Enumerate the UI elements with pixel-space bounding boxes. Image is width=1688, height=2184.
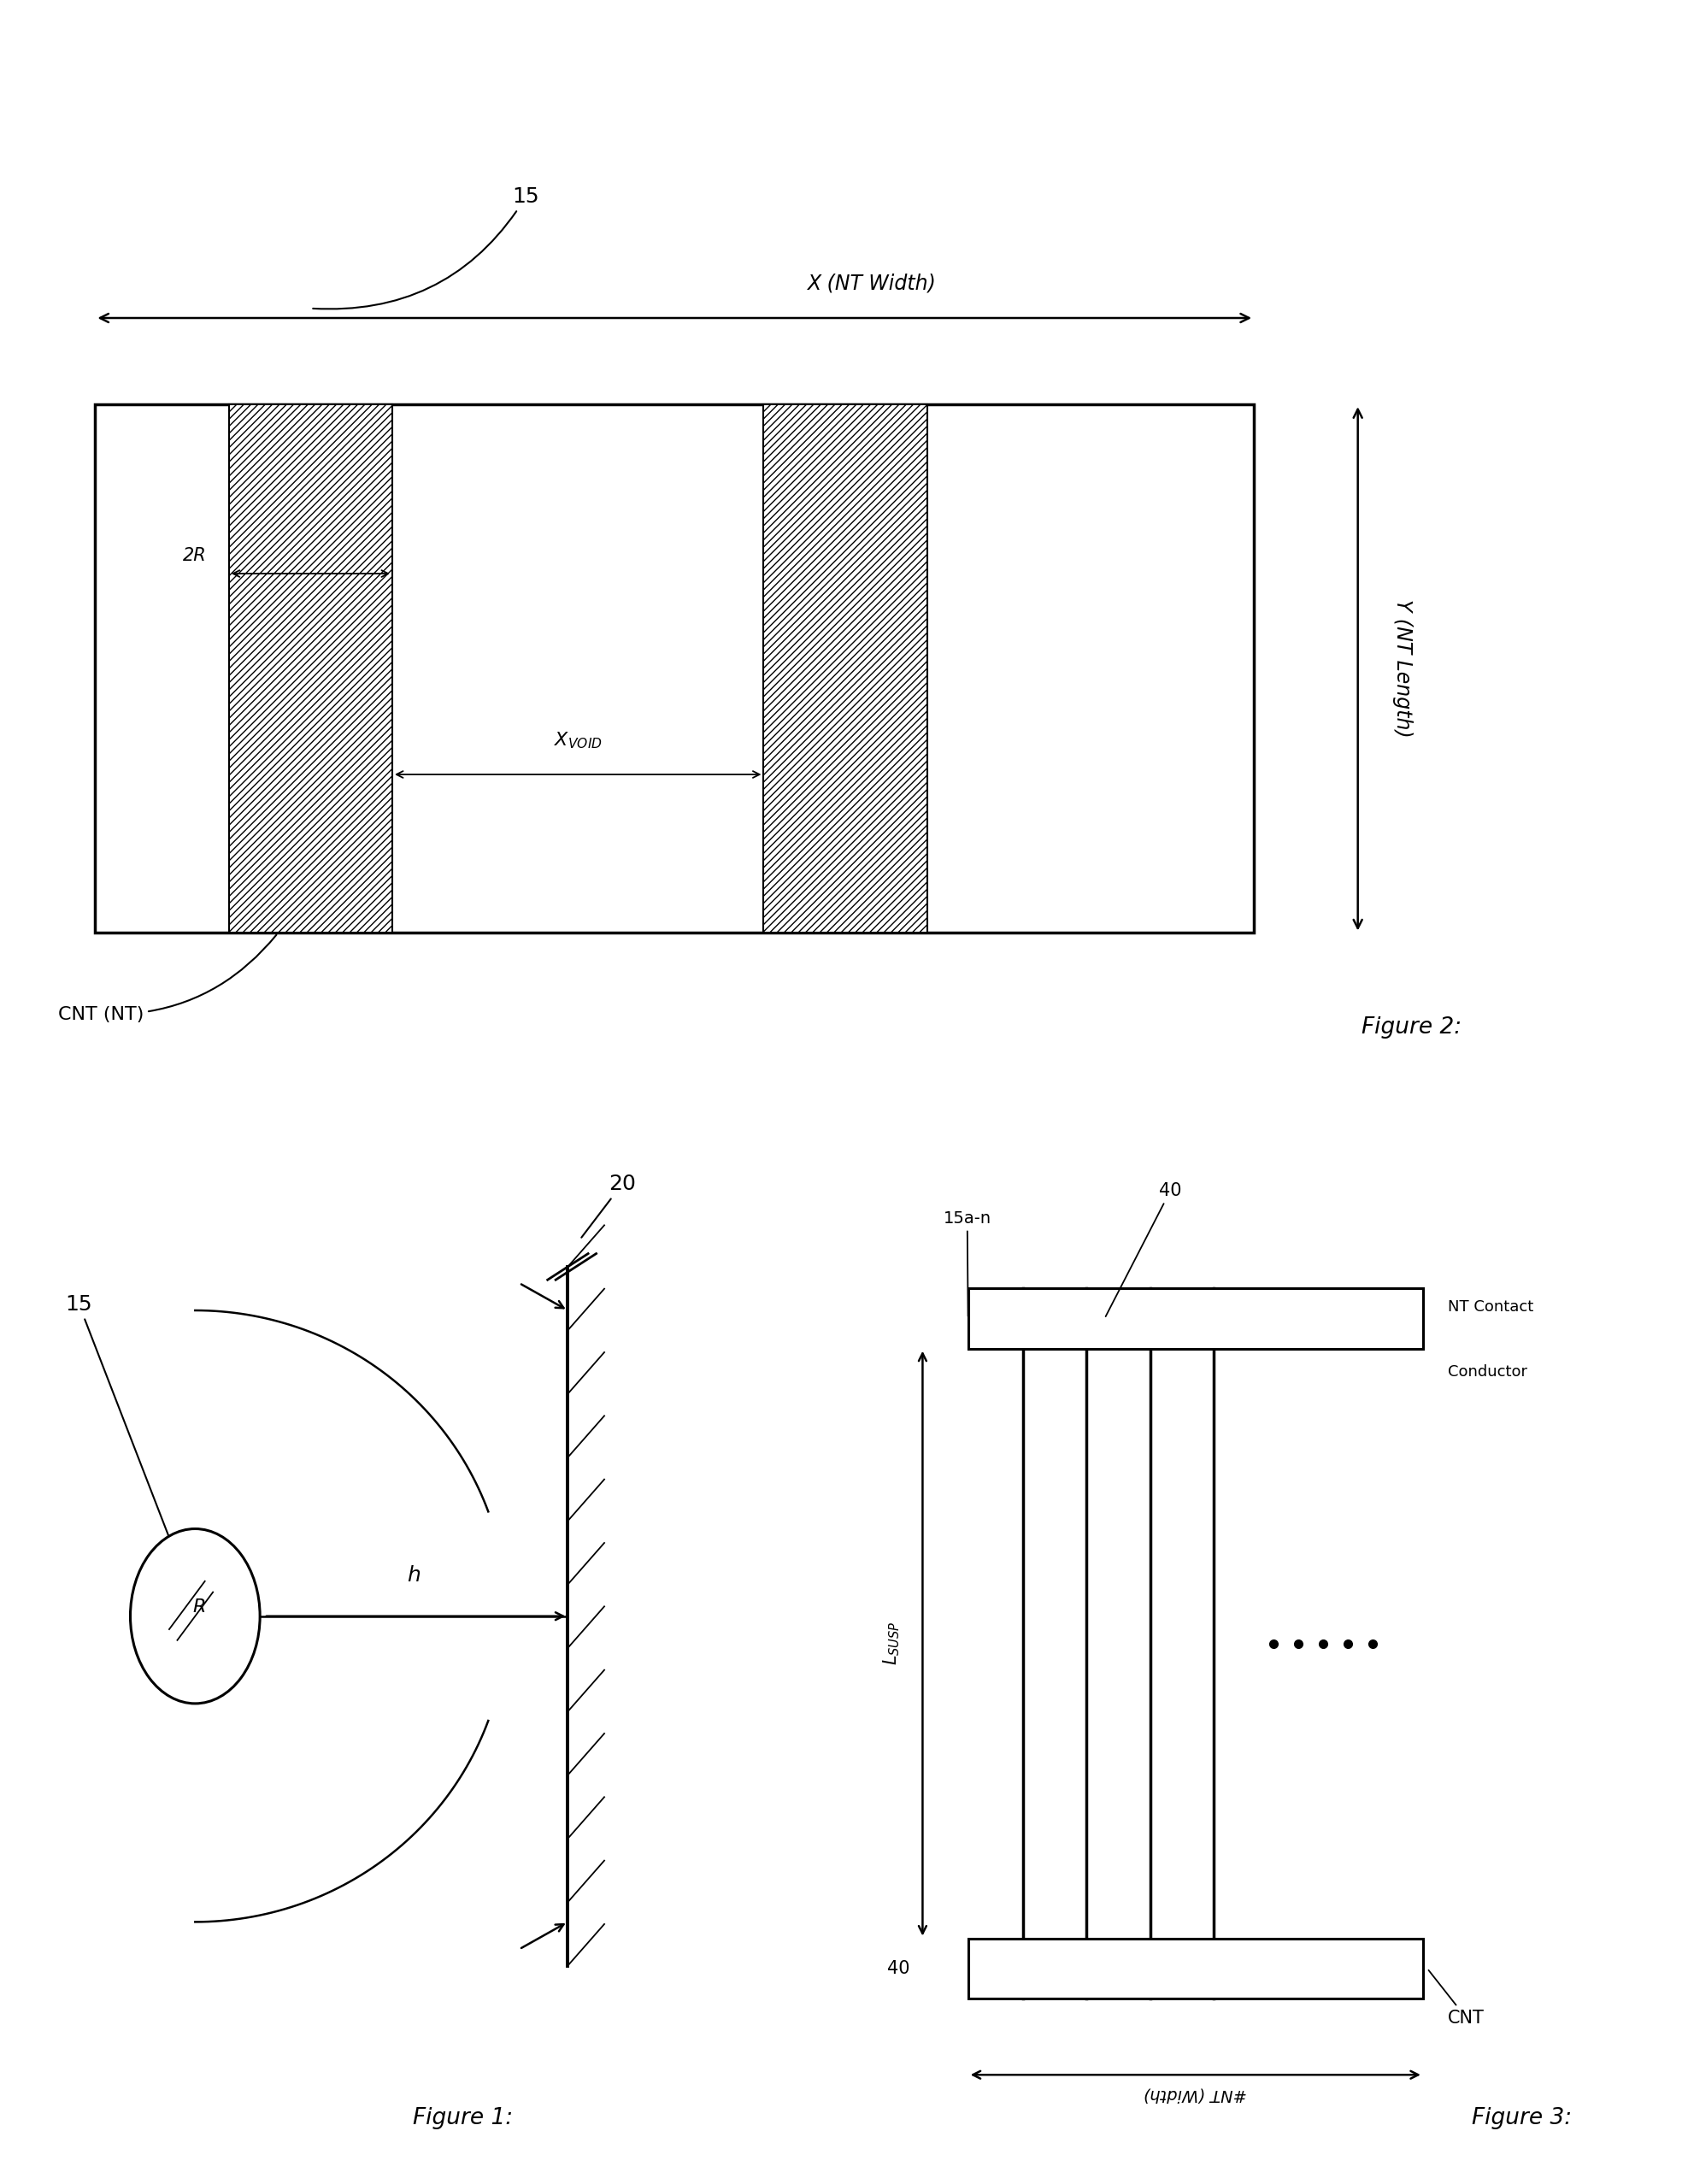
Text: Conductor: Conductor [1448,1365,1528,1380]
Text: X (NT Width): X (NT Width) [807,273,935,295]
Text: $L_{SUSP}$: $L_{SUSP}$ [881,1621,901,1666]
Text: 15: 15 [66,1295,169,1535]
Text: 40: 40 [1106,1182,1182,1317]
Bar [230,404,392,933]
Text: CNT: CNT [1428,1970,1484,2027]
Text: 15a-n: 15a-n [944,1210,991,1317]
Text: R: R [192,1599,206,1616]
Text: #NT (Width): #NT (Width) [1144,2086,1247,2101]
Text: Figure 1:: Figure 1: [412,2108,513,2129]
Text: CNT (NT): CNT (NT) [57,935,277,1022]
Text: 20: 20 [581,1175,636,1238]
Bar [969,1939,1423,1998]
Bar [969,1289,1423,1348]
Bar [763,404,927,933]
Text: 2R: 2R [182,546,206,563]
Text: Figure 2:: Figure 2: [1362,1016,1462,1040]
Text: h: h [407,1566,420,1586]
Bar [95,404,1254,933]
Text: Figure 3:: Figure 3: [1472,2108,1572,2129]
Text: NT Contact: NT Contact [1448,1299,1533,1315]
Text: 15: 15 [312,186,540,308]
Text: $X_{VOID}$: $X_{VOID}$ [554,729,603,751]
Text: Y (NT Length): Y (NT Length) [1393,601,1413,738]
Text: 40: 40 [888,1959,910,1977]
